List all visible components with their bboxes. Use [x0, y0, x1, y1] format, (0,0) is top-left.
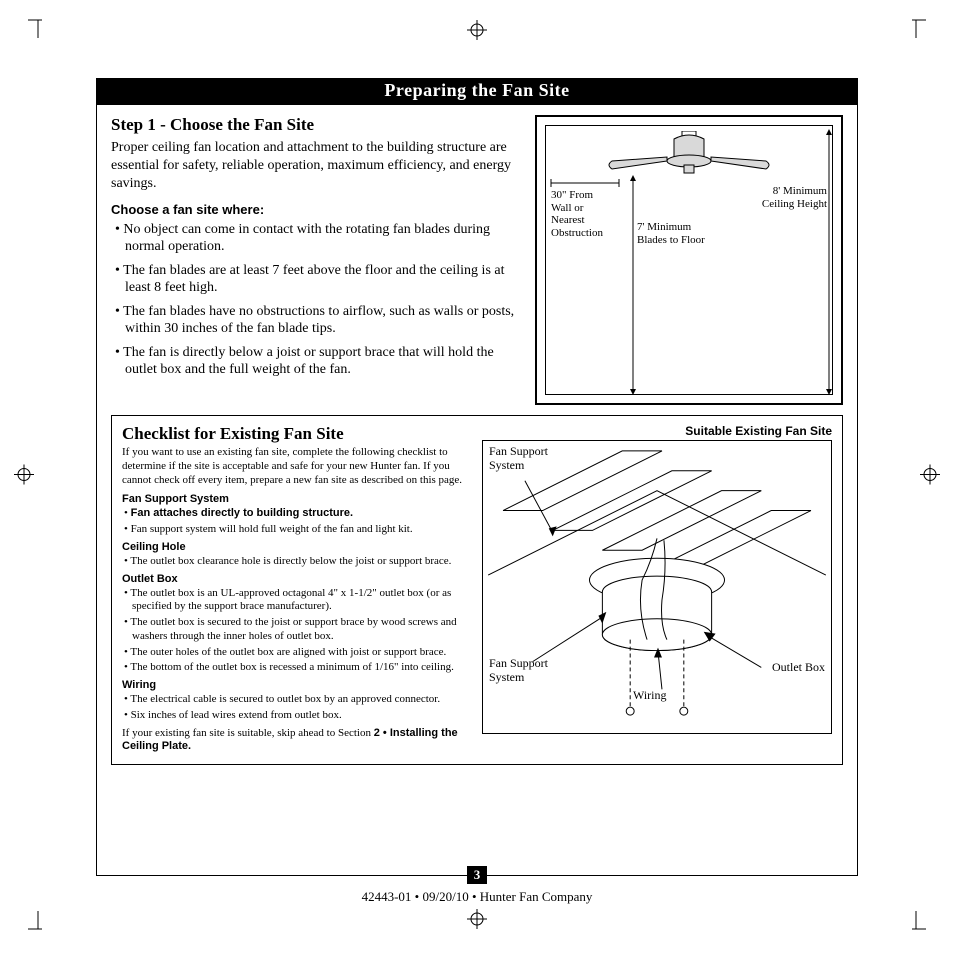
d2-lbl-outlet: Outlet Box	[772, 661, 825, 675]
dimension-lines	[537, 117, 841, 403]
chk-item: The outer holes of the outlet box are al…	[122, 646, 474, 660]
chk-item: The outlet box clearance hole is directl…	[122, 555, 474, 569]
chk-h4-list: The electrical cable is secured to outle…	[122, 693, 474, 723]
checklist-title: Checklist for Existing Fan Site	[122, 424, 474, 444]
chk-item: Six inches of lead wires extend from out…	[122, 709, 474, 723]
chk-h1-list: Fan attaches directly to building struct…	[122, 507, 474, 537]
diagram1-label-right: 8' Minimum Ceiling Height	[761, 185, 827, 210]
bullet: The fan blades have no obstructions to a…	[111, 303, 521, 338]
page-frame: Preparing the Fan Site Step 1 - Choose t…	[96, 78, 858, 876]
checklist-footer: If your existing fan site is suitable, s…	[122, 727, 474, 755]
chk-h4: Wiring	[122, 679, 474, 691]
step1-bullets: No object can come in contact with the r…	[111, 221, 521, 379]
crop-mark-tr	[906, 10, 926, 43]
page-content: Step 1 - Choose the Fan Site Proper ceil…	[97, 105, 857, 773]
crop-mark-tl	[28, 10, 48, 43]
chk-h3: Outlet Box	[122, 573, 474, 585]
chk-item: Fan attaches directly to building struct…	[122, 507, 474, 521]
bullet: The fan is directly below a joist or sup…	[111, 344, 521, 379]
diagram1-label-left: 30" From Wall or Nearest Obstruction	[551, 189, 613, 240]
checklist-intro: If you want to use an existing fan site,…	[122, 446, 474, 487]
chk-item: Fan support system will hold full weight…	[122, 523, 474, 537]
clearance-diagram: 30" From Wall or Nearest Obstruction 7' …	[535, 115, 843, 405]
d2-lbl-bl: Fan Support System	[489, 657, 569, 685]
chk-item: The outlet box is secured to the joist o…	[122, 616, 474, 644]
diagram2-title: Suitable Existing Fan Site	[482, 424, 832, 438]
crop-mark-bl	[28, 911, 48, 944]
existing-site-diagram: Fan Support System Fan Support System Wi…	[482, 440, 832, 734]
chk-h1: Fan Support System	[122, 493, 474, 505]
d2-lbl-top: Fan Support System	[489, 445, 569, 473]
chk-h2: Ceiling Hole	[122, 541, 474, 553]
crop-mark-br	[906, 911, 926, 944]
bullet: The fan blades are at least 7 feet above…	[111, 262, 521, 297]
chk-h3-list: The outlet box is an UL-approved octagon…	[122, 587, 474, 676]
diagram1-label-mid: 7' Minimum Blades to Floor	[637, 221, 707, 246]
bullet: No object can come in contact with the r…	[111, 221, 521, 256]
section-banner: Preparing the Fan Site	[97, 78, 857, 105]
registration-bottom	[467, 909, 487, 934]
registration-top	[467, 20, 487, 45]
chk-item: The electrical cable is secured to outle…	[122, 693, 474, 707]
registration-left	[14, 465, 34, 490]
checklist-box: Checklist for Existing Fan Site If you w…	[111, 415, 843, 765]
registration-right	[920, 465, 940, 490]
step1-subhead: Choose a fan site where:	[111, 202, 521, 217]
chk-item: The bottom of the outlet box is recessed…	[122, 661, 474, 675]
step1-title: Step 1 - Choose the Fan Site	[111, 115, 521, 135]
chk-item: The outlet box is an UL-approved octagon…	[122, 587, 474, 615]
d2-lbl-wiring: Wiring	[633, 689, 667, 703]
step1-intro: Proper ceiling fan location and attachme…	[111, 139, 521, 194]
chk-h2-list: The outlet box clearance hole is directl…	[122, 555, 474, 569]
footer-line: 42443-01 • 09/20/10 • Hunter Fan Company	[362, 889, 593, 905]
page-number: 3	[467, 866, 487, 884]
